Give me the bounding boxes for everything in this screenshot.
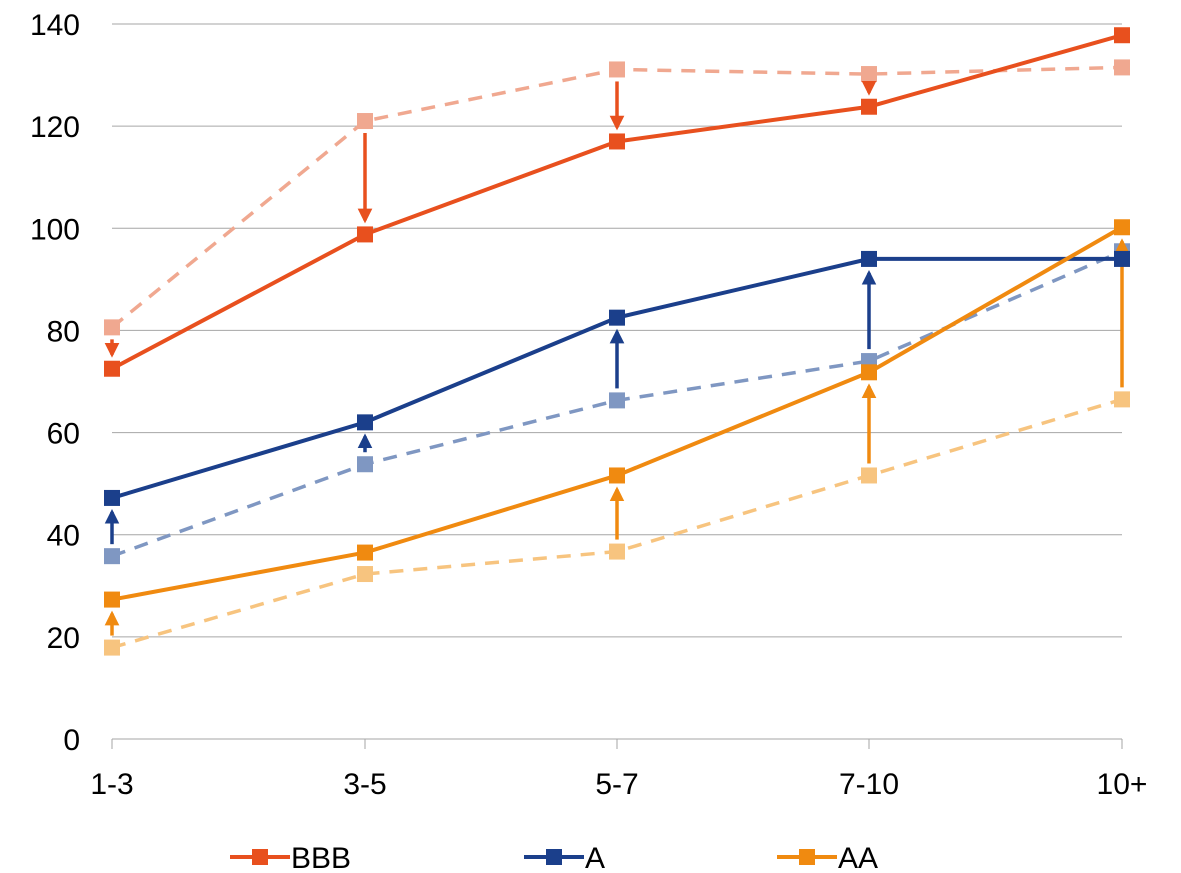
series-point-marker: [609, 133, 625, 150]
series-point-marker: [357, 414, 373, 431]
comparison-point-marker: [609, 392, 625, 409]
series-point-marker: [861, 98, 877, 115]
comparison-point-marker: [609, 543, 625, 560]
series-lines: [104, 27, 1130, 608]
series-point-marker: [104, 489, 120, 506]
series-point-marker: [104, 591, 120, 608]
y-tick-label: 0: [63, 724, 80, 757]
y-tick-label: 80: [47, 315, 80, 348]
legend-swatch-marker: [799, 849, 815, 865]
legend-swatch-marker: [546, 849, 562, 865]
comparison-point-marker: [104, 639, 120, 656]
x-tick-label: 7-10: [839, 768, 899, 801]
comparison-point-marker: [357, 456, 373, 473]
change-arrows: [104, 80, 1130, 636]
series-point-marker: [609, 467, 625, 484]
y-tick-label: 60: [47, 418, 80, 451]
comparison-point-marker: [861, 66, 877, 83]
legend-item-a: A: [524, 842, 605, 873]
series-point-marker: [104, 360, 120, 377]
legend-label: BBB: [291, 842, 351, 873]
legend-item-bbb: BBB: [230, 842, 351, 873]
series-point-marker: [1114, 219, 1130, 236]
comparison-point-marker: [1114, 59, 1130, 76]
y-axis-tick-labels: 0 20 40 60 80 100 120 140: [30, 9, 80, 757]
series-point-marker: [1114, 250, 1130, 267]
y-tick-label: 40: [47, 520, 80, 553]
y-tick-label: 100: [30, 213, 80, 246]
y-tick-label: 120: [30, 111, 80, 144]
series-point-marker: [357, 544, 373, 561]
legend-label: A: [585, 842, 605, 873]
x-axis-tick-labels: 1-3 3-5 5-7 7-10 10+: [90, 768, 1147, 801]
comparison-point-marker: [104, 319, 120, 336]
comparison-point-marker: [861, 467, 877, 484]
comparison-point-marker: [357, 113, 373, 130]
comparison-point-marker: [357, 566, 373, 583]
legend-swatch-marker: [252, 849, 268, 865]
legend-label: AA: [838, 842, 878, 873]
legend-item-aa: AA: [777, 842, 878, 873]
series-point-marker: [861, 364, 877, 381]
comparison-point-marker: [104, 548, 120, 565]
x-tick-label: 5-7: [595, 768, 638, 801]
y-tick-label: 20: [47, 622, 80, 655]
comparison-point-marker: [1114, 391, 1130, 408]
y-tick-label: 140: [30, 9, 80, 42]
x-tick-label: 1-3: [90, 768, 133, 801]
series-point-marker: [861, 250, 877, 267]
x-axis: [111, 738, 1123, 749]
legend: BBB A AA: [230, 842, 878, 873]
comparison-point-marker: [609, 61, 625, 78]
series-point-marker: [357, 226, 373, 243]
series-point-marker: [1114, 27, 1130, 44]
series-point-marker: [609, 309, 625, 326]
x-tick-label: 10+: [1097, 768, 1148, 801]
x-tick-label: 3-5: [343, 768, 386, 801]
